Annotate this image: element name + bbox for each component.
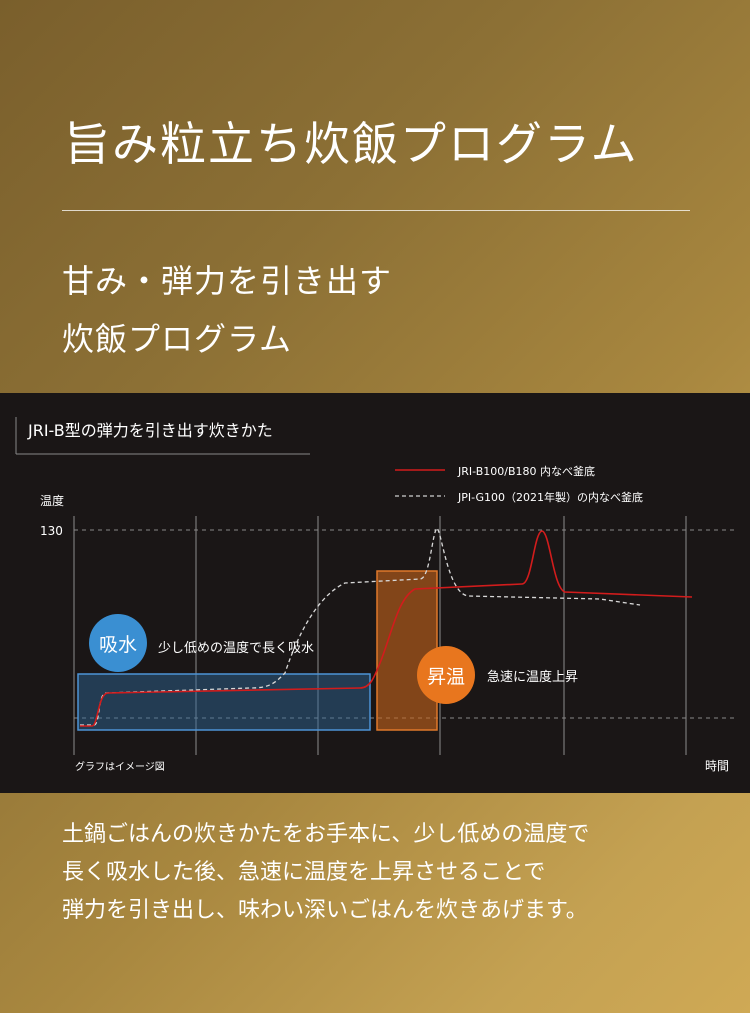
subtitle-line-1: 甘み・弾力を引き出す bbox=[62, 262, 393, 300]
cooking-temperature-graph: JRI-B型の弾力を引き出す炊きかた JRI-B100/B180 内なべ釜底 J… bbox=[15, 417, 735, 773]
graph-panel: JRI-B型の弾力を引き出す炊きかた JRI-B100/B180 内なべ釜底 J… bbox=[0, 393, 750, 793]
heating-caption: 急速に温度上昇 bbox=[487, 669, 578, 685]
legend-dashed-label: JPI-G100（2021年製）の内なべ釜底 bbox=[457, 490, 643, 504]
heating-badge-label: 昇温 bbox=[427, 666, 465, 688]
description-line-2: 長く吸水した後、急速に温度を上昇させることで bbox=[62, 860, 546, 885]
jri-b-curve bbox=[80, 530, 693, 727]
description-line-1: 土鍋ごはんの炊きかたをお手本に、少し低めの温度で bbox=[62, 822, 590, 847]
description: 土鍋ごはんの炊きかたをお手本に、少し低めの温度で 長く吸水した後、急速に温度を上… bbox=[62, 816, 722, 930]
title-divider bbox=[62, 210, 690, 211]
subtitle-line-2: 炊飯プログラム bbox=[62, 320, 293, 358]
y-tick-130: 130 bbox=[40, 524, 63, 538]
absorption-phase-box bbox=[77, 673, 371, 731]
y-axis-label: 温度 bbox=[40, 493, 64, 508]
page-title: 旨み粒立ち炊飯プログラム bbox=[64, 117, 639, 171]
x-axis-label: 時間 bbox=[705, 759, 729, 773]
graph-note: グラフはイメージ図 bbox=[75, 760, 165, 773]
heating-badge bbox=[417, 646, 475, 704]
legend-solid-label: JRI-B100/B180 内なべ釜底 bbox=[457, 464, 595, 478]
absorption-badge-label: 吸水 bbox=[99, 634, 137, 656]
absorption-badge bbox=[89, 614, 147, 672]
description-line-3: 弾力を引き出し、味わい深いごはんを炊きあげます。 bbox=[62, 898, 588, 923]
absorption-caption: 少し低めの温度で長く吸水 bbox=[158, 640, 314, 656]
graph-heading: JRI-B型の弾力を引き出す炊きかた bbox=[27, 421, 273, 440]
vertical-gridlines bbox=[73, 516, 687, 755]
